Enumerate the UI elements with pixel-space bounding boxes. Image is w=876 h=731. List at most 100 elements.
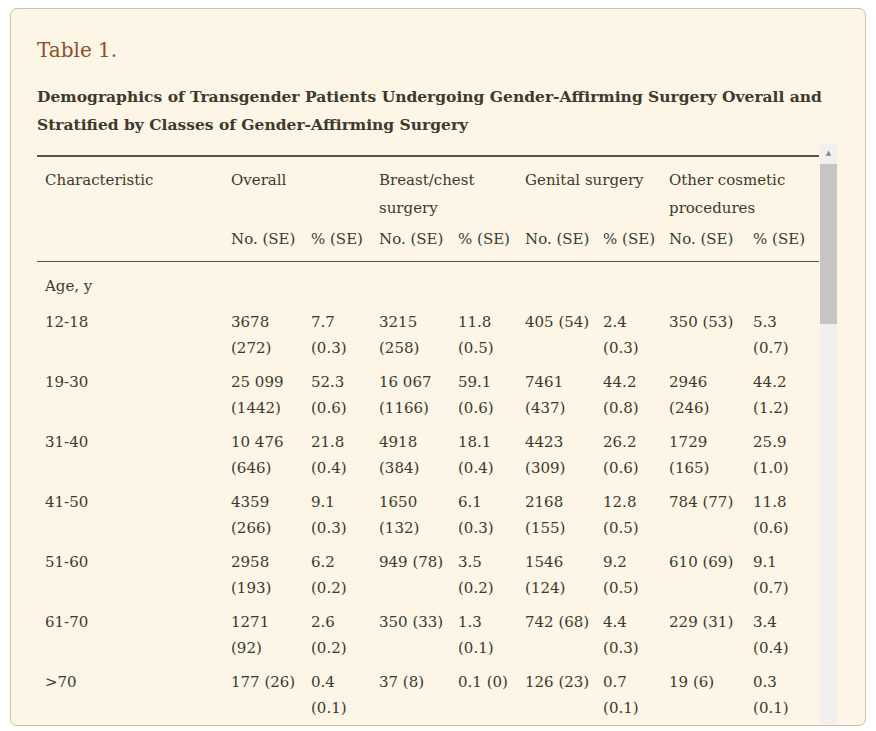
vertical-scrollbar[interactable]: ▲ xyxy=(820,144,837,725)
table-card: Table 1. Demographics of Transgender Pat… xyxy=(10,8,866,726)
table-cell: 26.2 (0.6) xyxy=(603,421,669,481)
table-number-heading: Table 1. xyxy=(37,37,839,63)
table-cell: 4359 (266) xyxy=(231,481,311,541)
table-cell: 1650 (132) xyxy=(379,481,458,541)
table-cell: 2946 (246) xyxy=(669,361,753,421)
table-cell: 0 xyxy=(753,721,819,726)
table-cell: 59.1 (0.6) xyxy=(458,361,525,421)
table-cell: 4.4 (0.3) xyxy=(603,601,669,661)
table-cell: 949 (78) xyxy=(379,541,458,601)
table-cell: 5.3 (0.7) xyxy=(753,301,819,361)
table-cell: 126 (23) xyxy=(525,661,603,721)
table-cell: 1.3 (0.1) xyxy=(458,601,525,661)
section-label: Age, y xyxy=(37,262,819,302)
table-cell: 0 xyxy=(379,721,458,726)
table-cell: 0 xyxy=(458,721,525,726)
subheader-overall-no-se: No. (SE) xyxy=(231,222,311,262)
row-label-cell: >70 xyxy=(37,661,231,721)
demographics-table: Characteristic Overall Breast/chest surg… xyxy=(37,155,819,726)
table-cell: 1729 (165) xyxy=(669,421,753,481)
row-label-cell: 41-50 xyxy=(37,481,231,541)
table-cell: 1546 (124) xyxy=(525,541,603,601)
scroll-up-button[interactable]: ▲ xyxy=(820,144,837,162)
table-cell: 1 (1) xyxy=(525,721,603,726)
table-cell: 9.1 (0.3) xyxy=(311,481,379,541)
row-label-cell: Unknown xyxy=(37,721,231,726)
table-row: Unknown 3 (2) 0 0 0 1 (1) 0 2 (2) 0 xyxy=(37,721,819,726)
table-cell: 3.4 (0.4) xyxy=(753,601,819,661)
scrollbar-thumb[interactable] xyxy=(820,164,837,324)
group-header-other-cosmetic-procedures: Other cosmetic procedures xyxy=(669,156,819,222)
table-header: Characteristic Overall Breast/chest surg… xyxy=(37,156,819,262)
table-cell: 44.2 (0.8) xyxy=(603,361,669,421)
table-cell: 44.2 (1.2) xyxy=(753,361,819,421)
table-row: 19-30 25 099 (1442) 52.3 (0.6) 16 067 (1… xyxy=(37,361,819,421)
table-cell: 0 xyxy=(311,721,379,726)
table-cell: 2.4 (0.3) xyxy=(603,301,669,361)
subheader-breast-pct-se: % (SE) xyxy=(458,222,525,262)
table-cell: 3.5 (0.2) xyxy=(458,541,525,601)
row-label-cell: 51-60 xyxy=(37,541,231,601)
table-cell: 6.2 (0.2) xyxy=(311,541,379,601)
table-cell: 2958 (193) xyxy=(231,541,311,601)
subheader-genital-pct-se: % (SE) xyxy=(603,222,669,262)
subheader-other-no-se: No. (SE) xyxy=(669,222,753,262)
table-cell: 2168 (155) xyxy=(525,481,603,541)
group-header-overall: Overall xyxy=(231,156,379,222)
subheader-genital-no-se: No. (SE) xyxy=(525,222,603,262)
table-cell: 0.7 (0.1) xyxy=(603,661,669,721)
table-cell: 11.8 (0.6) xyxy=(753,481,819,541)
row-label-cell: 12-18 xyxy=(37,301,231,361)
table-cell: 9.1 (0.7) xyxy=(753,541,819,601)
group-header-row: Characteristic Overall Breast/chest surg… xyxy=(37,156,819,222)
table-cell: 18.1 (0.4) xyxy=(458,421,525,481)
table-row: 51-60 2958 (193) 6.2 (0.2) 949 (78) 3.5 … xyxy=(37,541,819,601)
table-cell: 6.1 (0.3) xyxy=(458,481,525,541)
row-label-cell: 19-30 xyxy=(37,361,231,421)
subheader-overall-pct-se: % (SE) xyxy=(311,222,379,262)
table-cell: 405 (54) xyxy=(525,301,603,361)
table-cell: 610 (69) xyxy=(669,541,753,601)
table-cell: 0.1 (0) xyxy=(458,661,525,721)
table-cell: 3215 (258) xyxy=(379,301,458,361)
subheader-breast-no-se: No. (SE) xyxy=(379,222,458,262)
subheader-other-pct-se: % (SE) xyxy=(753,222,819,262)
table-cell: 350 (53) xyxy=(669,301,753,361)
table-body: Age, y 12-18 3678 (272) 7.7 (0.3) 3215 (… xyxy=(37,262,819,727)
table-cell: 7.7 (0.3) xyxy=(311,301,379,361)
table-cell: 12.8 (0.5) xyxy=(603,481,669,541)
table-cell: 350 (33) xyxy=(379,601,458,661)
table-cell: 25.9 (1.0) xyxy=(753,421,819,481)
table-cell: 16 067 (1166) xyxy=(379,361,458,421)
table-cell: 37 (8) xyxy=(379,661,458,721)
table-row: 41-50 4359 (266) 9.1 (0.3) 1650 (132) 6.… xyxy=(37,481,819,541)
table-cell: 9.2 (0.5) xyxy=(603,541,669,601)
table-cell: 2 (2) xyxy=(669,721,753,726)
row-label-cell: 61-70 xyxy=(37,601,231,661)
table-cell: 0.4 (0.1) xyxy=(311,661,379,721)
table-row: 31-40 10 476 (646) 21.8 (0.4) 4918 (384)… xyxy=(37,421,819,481)
table-cell: 229 (31) xyxy=(669,601,753,661)
table-row: 12-18 3678 (272) 7.7 (0.3) 3215 (258) 11… xyxy=(37,301,819,361)
table-cell: 177 (26) xyxy=(231,661,311,721)
table-row: 61-70 1271 (92) 2.6 (0.2) 350 (33) 1.3 (… xyxy=(37,601,819,661)
table-card-content: Table 1. Demographics of Transgender Pat… xyxy=(11,9,865,726)
table-cell: 10 476 (646) xyxy=(231,421,311,481)
table-cell: 52.3 (0.6) xyxy=(311,361,379,421)
group-header-genital-surgery: Genital surgery xyxy=(525,156,669,222)
row-label-cell: 31-40 xyxy=(37,421,231,481)
group-header-breast-chest-surgery: Breast/chest surgery xyxy=(379,156,525,222)
table-cell: 4423 (309) xyxy=(525,421,603,481)
table-cell: 19 (6) xyxy=(669,661,753,721)
table-cell: 3678 (272) xyxy=(231,301,311,361)
up-arrow-icon: ▲ xyxy=(826,150,831,157)
table-cell: 4918 (384) xyxy=(379,421,458,481)
table-cell: 784 (77) xyxy=(669,481,753,541)
table-cell: 11.8 (0.5) xyxy=(458,301,525,361)
column-header-characteristic: Characteristic xyxy=(37,156,231,262)
table-cell: 742 (68) xyxy=(525,601,603,661)
table-cell: 25 099 (1442) xyxy=(231,361,311,421)
table-cell: 0.3 (0.1) xyxy=(753,661,819,721)
section-row-age: Age, y xyxy=(37,262,819,302)
table-cell: 7461 (437) xyxy=(525,361,603,421)
